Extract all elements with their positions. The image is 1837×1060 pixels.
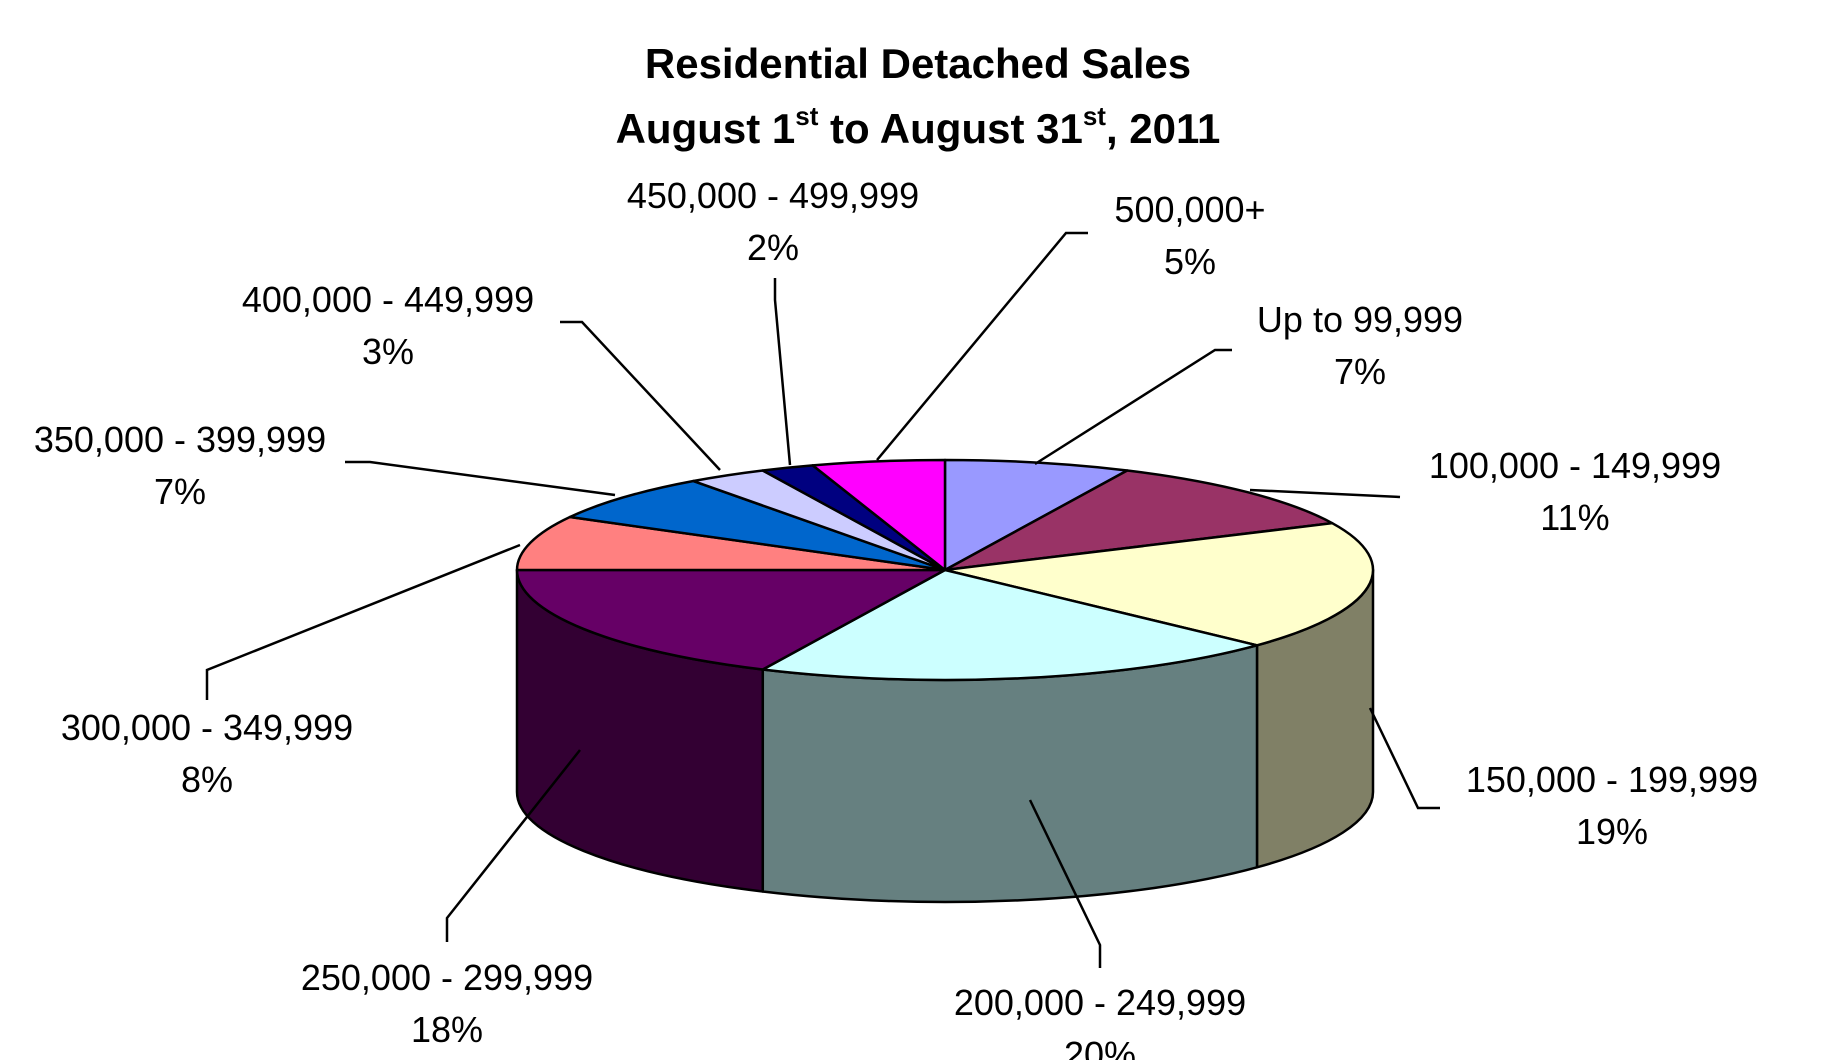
leader-line-8: [773, 278, 792, 466]
pie-slice-3: [761, 568, 1259, 682]
chart-title: Residential Detached Sales August 1st to…: [616, 40, 1221, 152]
leader-line-5: [205, 543, 521, 700]
pie-slice-9: [811, 458, 947, 572]
leader-line-3: [1028, 799, 1102, 968]
slice-label-0: Up to 99,999: [1257, 299, 1463, 340]
slice-label-2: 150,000 - 199,999: [1466, 759, 1758, 800]
leader-line-4: [445, 749, 581, 942]
slice-percent-7: 3%: [362, 331, 414, 372]
pie-slice-4: [515, 568, 947, 671]
leader-line-9: [876, 231, 1088, 461]
slice-percent-5: 8%: [181, 759, 233, 800]
pie-slice-2: [943, 521, 1375, 647]
leader-line-7: [560, 320, 721, 471]
slice-percent-1: 11%: [1540, 497, 1609, 538]
slice-label-3: 200,000 - 249,999: [954, 982, 1246, 1023]
slice-label-7: 400,000 - 449,999: [242, 279, 534, 320]
leader-line-2: [1368, 707, 1440, 810]
pie-sides: [515, 568, 1375, 904]
title-sup1: st: [795, 101, 818, 131]
pie-slice-5: [515, 515, 947, 572]
slice-label-5: 300,000 - 349,999: [61, 707, 353, 748]
pie-side-3: [761, 644, 1259, 904]
slice-percent-0: 7%: [1334, 351, 1386, 392]
pie-slice-6: [568, 479, 947, 572]
slice-percent-8: 2%: [747, 227, 799, 268]
slice-percent-4: 18%: [411, 1009, 483, 1050]
slice-percent-6: 7%: [154, 471, 206, 512]
slice-label-8: 450,000 - 499,999: [627, 175, 919, 216]
slice-percent-3: 20%: [1064, 1034, 1136, 1060]
pie-tops: [515, 458, 1375, 682]
title-sup2: st: [1083, 101, 1106, 131]
slice-label-6: 350,000 - 399,999: [34, 419, 326, 460]
chart-title-line2: August 1st to August 31st, 2011: [616, 101, 1221, 152]
leader-line-0: [1034, 348, 1232, 466]
pie-slice-1: [943, 469, 1334, 572]
slice-labels: Up to 99,999 7% 100,000 - 149,999 11% 150,00…: [34, 175, 1758, 1060]
title-date-part1: August 1: [616, 105, 796, 152]
leader-line-6: [345, 460, 616, 497]
chart-title-line1: Residential Detached Sales: [645, 40, 1191, 87]
leader-lines: [205, 231, 1440, 968]
slice-percent-2: 19%: [1576, 811, 1648, 852]
slice-label-1: 100,000 - 149,999: [1429, 445, 1721, 486]
title-date-part2: to August 31: [818, 105, 1082, 152]
slice-label-9: 500,000+: [1114, 189, 1265, 230]
slice-label-4: 250,000 - 299,999: [301, 957, 593, 998]
slice-percent-9: 5%: [1164, 241, 1216, 282]
leader-line-1: [1249, 488, 1401, 499]
title-date-part3: , 2011: [1106, 105, 1220, 152]
